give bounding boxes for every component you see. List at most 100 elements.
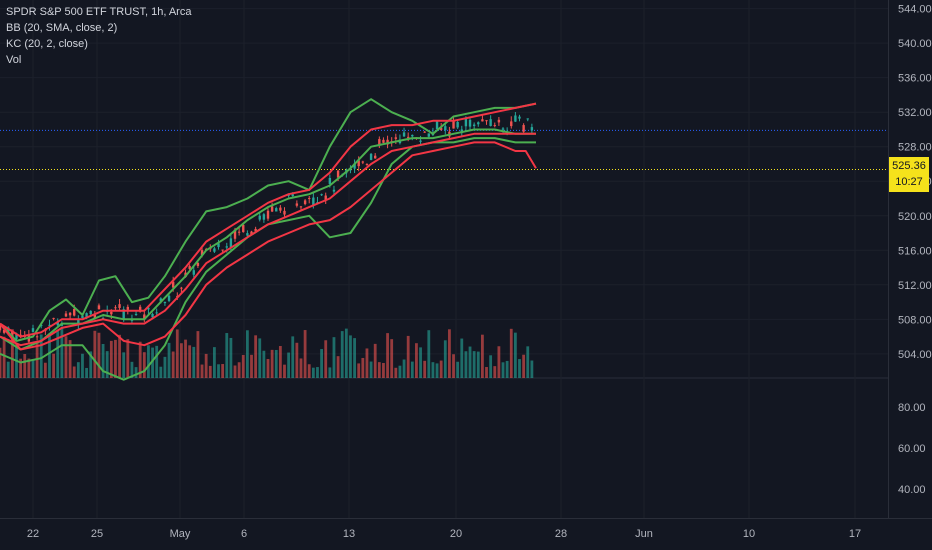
- volume-bar: [505, 360, 509, 378]
- volume-bar: [200, 364, 204, 378]
- volume-bar: [344, 328, 348, 378]
- volume-bar: [427, 330, 431, 378]
- price-tick-label: 536.00: [898, 73, 932, 85]
- volume-bar: [349, 335, 352, 378]
- candle-body: [151, 313, 154, 318]
- price-tick-label: 504.00: [898, 349, 932, 361]
- kc-lower-line: [0, 141, 537, 351]
- candle-body: [324, 195, 327, 201]
- candle-body: [171, 281, 175, 288]
- volume-bar: [225, 333, 229, 378]
- candle-body: [312, 197, 315, 206]
- candle-body: [134, 313, 138, 315]
- candle-body: [419, 140, 422, 142]
- candle-body: [254, 228, 257, 232]
- price-tick-label: 508.00: [898, 314, 932, 326]
- volume-bar: [105, 351, 109, 378]
- volume-bar: [439, 360, 443, 378]
- volume-bar: [287, 352, 291, 378]
- candle-body: [303, 200, 307, 205]
- volume-bar: [361, 357, 365, 378]
- volume-bar: [493, 366, 497, 378]
- candle-body: [167, 295, 171, 301]
- volume-bar: [509, 328, 513, 378]
- kc-middle-line: [0, 132, 536, 347]
- candle-body: [93, 314, 97, 318]
- candle-body: [374, 155, 377, 159]
- volume-bar: [336, 356, 340, 378]
- volume-bar: [431, 362, 435, 378]
- axes: 544.00540.00536.00532.00528.00524.00520.…: [27, 4, 932, 540]
- candle-body: [308, 198, 311, 200]
- candle-body: [110, 311, 113, 315]
- candle-body: [64, 313, 68, 317]
- candle-body: [229, 238, 233, 248]
- candle-body: [35, 336, 39, 338]
- price-tick-label: 532.00: [898, 107, 932, 119]
- vol-indicator-label[interactable]: Vol: [6, 54, 22, 66]
- volume-bar: [118, 334, 121, 378]
- volume-bar: [435, 363, 439, 378]
- volume-bar: [320, 349, 323, 378]
- volume-bar: [468, 346, 472, 378]
- volume-bar: [56, 329, 60, 378]
- volume-bar: [6, 361, 10, 378]
- candle-body: [472, 124, 476, 127]
- volume-bar: [97, 332, 101, 378]
- price-tick-label: 540.00: [898, 38, 932, 50]
- kc-indicator-label[interactable]: KC (20, 2, close): [6, 38, 88, 50]
- candle-body: [143, 314, 146, 319]
- volume-bar: [526, 346, 530, 378]
- volume-bar: [85, 367, 88, 378]
- volume-bar: [167, 342, 171, 378]
- time-tick-label: 22: [27, 528, 39, 540]
- time-tick-label: Jun: [635, 528, 653, 540]
- volume-bar: [138, 341, 142, 378]
- candle-body: [369, 153, 373, 160]
- volume-bar: [241, 354, 245, 378]
- volume-bar: [52, 353, 55, 378]
- candle-body: [200, 250, 204, 256]
- candle-body: [279, 207, 282, 211]
- candle-body: [159, 298, 162, 302]
- candle-body: [378, 139, 381, 145]
- candle-body: [444, 126, 447, 131]
- candle-body: [89, 310, 92, 315]
- candle-body: [275, 208, 278, 212]
- volume-bar: [394, 367, 398, 378]
- candle-body: [114, 307, 117, 309]
- candle-body: [435, 121, 439, 129]
- bb-indicator-label[interactable]: BB (20, SMA, close, 2): [6, 22, 118, 34]
- volume-bar: [340, 331, 344, 378]
- last-price: 525.36: [892, 160, 926, 172]
- volume-bar: [130, 361, 134, 378]
- volume-bar: [60, 328, 64, 378]
- volume-bar: [522, 354, 526, 378]
- candle-body: [501, 128, 505, 130]
- volume-bar: [460, 338, 464, 378]
- candle-body: [332, 189, 336, 192]
- candle-body: [97, 305, 101, 310]
- volume-bar: [518, 359, 521, 378]
- volume-bar: [31, 359, 35, 378]
- candle-body: [328, 177, 332, 184]
- volume-bar: [443, 340, 447, 378]
- volume-bar: [377, 362, 381, 378]
- candle-body: [336, 170, 340, 178]
- volume-bar: [184, 339, 187, 378]
- candle-body: [246, 233, 249, 236]
- volume-bar: [221, 364, 225, 378]
- volume-bar: [72, 366, 76, 378]
- volume-bar: [464, 351, 468, 378]
- time-tick-label: 10: [743, 528, 755, 540]
- candle-body: [493, 125, 496, 127]
- volume-bar: [332, 337, 336, 378]
- volume-bar: [126, 339, 130, 378]
- volume-bar: [43, 362, 47, 378]
- volume-bar: [171, 351, 175, 378]
- volume-tick-label: 80.00: [898, 402, 926, 414]
- symbol-title[interactable]: SPDR S&P 500 ETF TRUST, 1h, Arca: [6, 6, 192, 18]
- volume-bar: [76, 362, 80, 378]
- candle-body: [514, 115, 517, 122]
